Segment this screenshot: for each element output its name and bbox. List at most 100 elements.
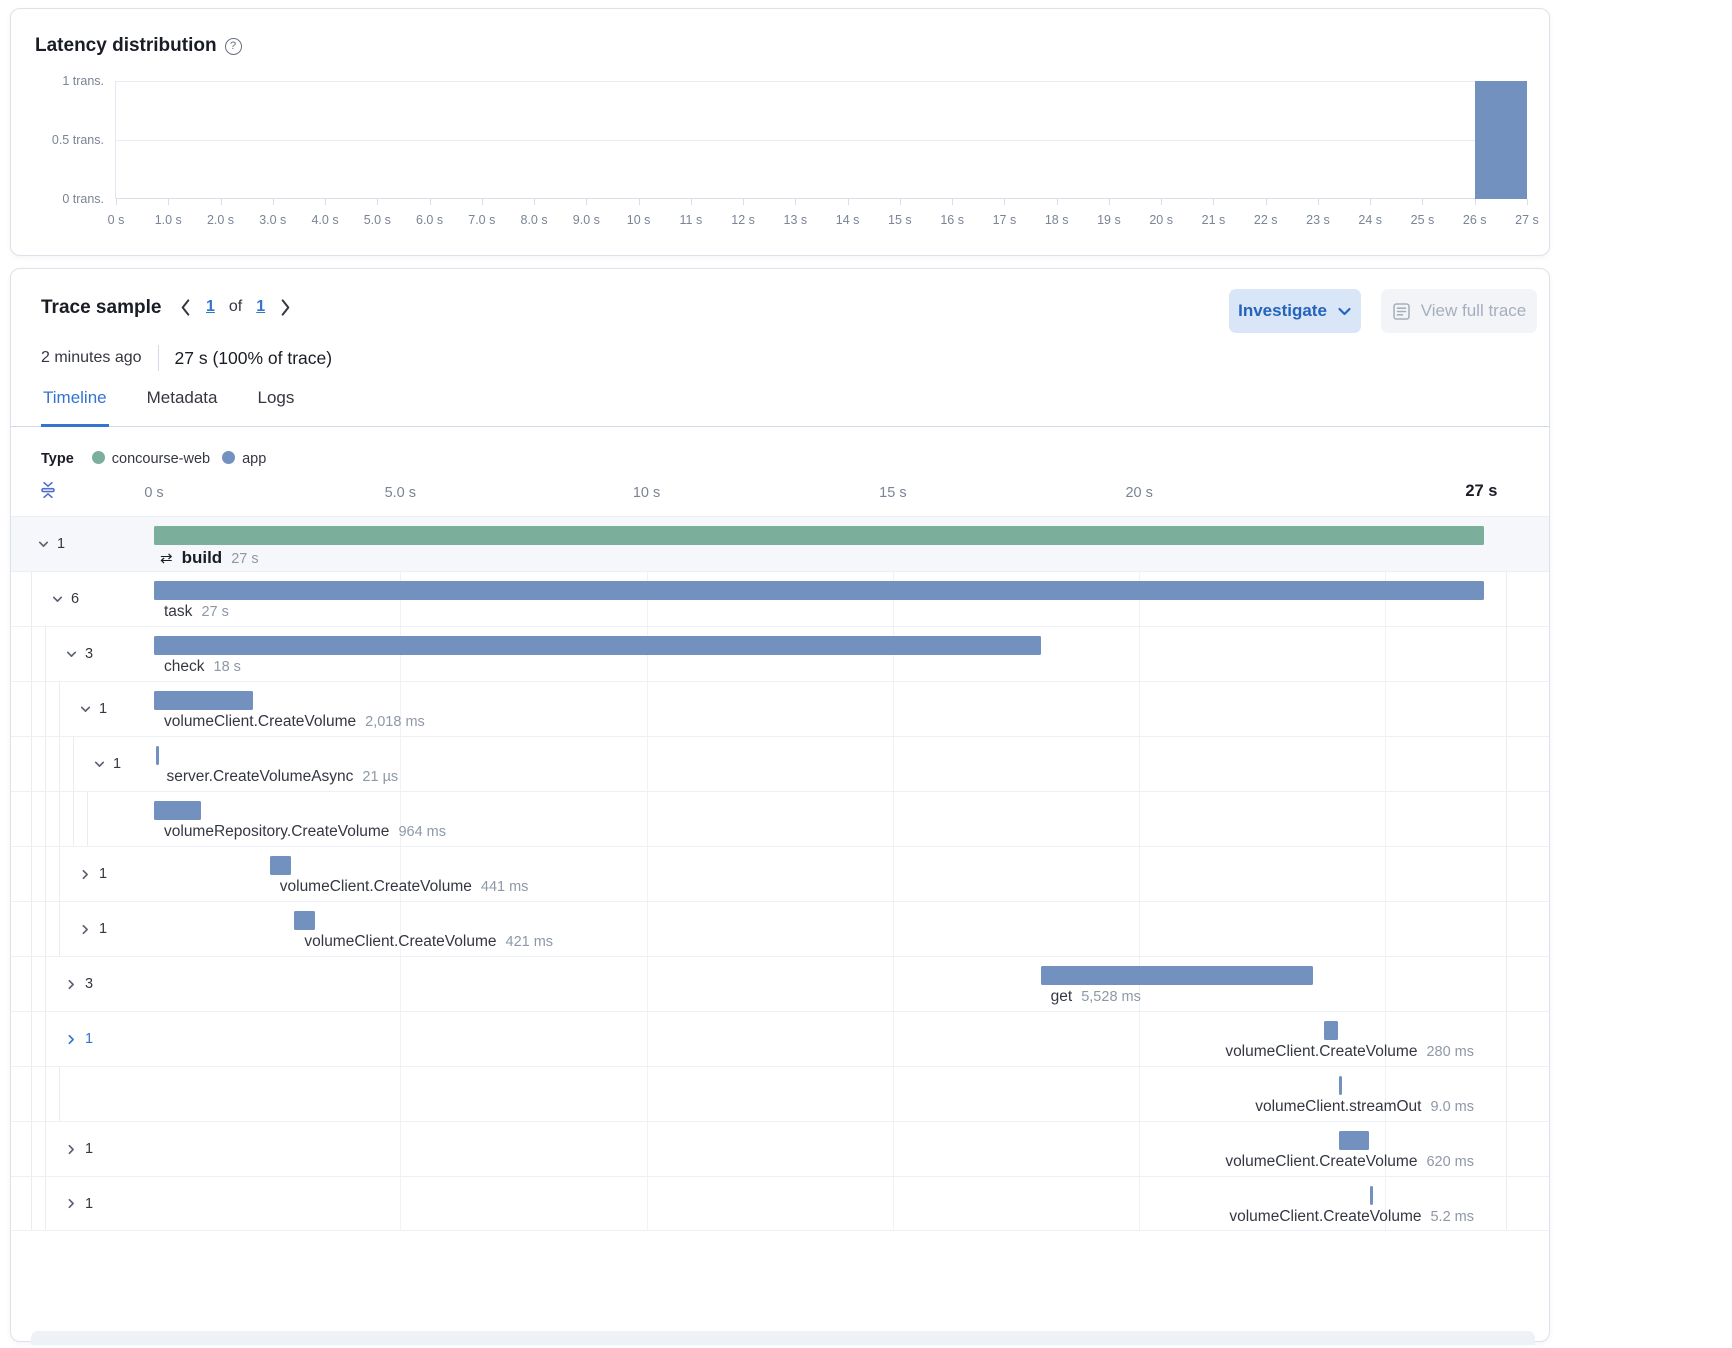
pager-total-page-link[interactable]: 1 — [256, 298, 266, 315]
waterfall-row: 1 volumeClient.CreateVolume 441 ms — [11, 846, 1549, 901]
span-bar[interactable] — [1323, 1021, 1338, 1040]
chevron-right-icon — [65, 1033, 78, 1046]
accordion-toggle-button[interactable]: 1 — [73, 902, 107, 956]
x-axis-tick-label: 2.0 s — [206, 213, 235, 227]
merge-icon: ⇄ — [160, 550, 173, 567]
x-axis-tick-label: 10 s — [626, 213, 651, 227]
timeline-ruler: 0 s 5.0 s 10 s 15 s 20 s 27 s — [11, 479, 1549, 515]
span-duration: 280 ms — [1426, 1044, 1474, 1060]
latency-histogram-bar[interactable] — [1474, 81, 1527, 199]
children-count: 3 — [85, 976, 94, 992]
span-label[interactable]: volumeClient.CreateVolume 2,018 ms — [164, 713, 425, 731]
x-axis-tick — [168, 199, 170, 205]
span-label[interactable]: volumeClient.CreateVolume 5.2 ms — [1229, 1208, 1474, 1226]
span-label[interactable]: volumeClient.CreateVolume 421 ms — [304, 933, 553, 951]
x-axis-tick-label: 21 s — [1201, 213, 1226, 227]
indent-guide — [45, 682, 59, 736]
span-name: volumeClient.streamOut — [1255, 1098, 1422, 1115]
tab-timeline[interactable]: Timeline — [41, 382, 109, 427]
span-bar[interactable] — [154, 526, 1484, 545]
x-axis-tick — [272, 199, 274, 205]
accordion-toggle-button[interactable]: 1 — [87, 737, 121, 791]
trace-sample-title: Trace sample — [41, 297, 162, 318]
span-label[interactable]: get 5,528 ms — [1051, 988, 1141, 1006]
investigate-button[interactable]: Investigate — [1229, 289, 1361, 333]
children-count: 3 — [85, 646, 94, 662]
x-axis-tick — [690, 199, 692, 205]
span-label[interactable]: server.CreateVolumeAsync 21 µs — [166, 768, 398, 786]
chevron-right-icon[interactable] — [279, 298, 292, 316]
waterfall-row: 1 volumeClient.CreateVolume 620 ms — [11, 1121, 1549, 1176]
chevron-right-icon — [65, 1197, 78, 1210]
pager-current-page-link[interactable]: 1 — [206, 298, 215, 315]
ruler-tick-label: 10 s — [632, 485, 661, 501]
span-bar[interactable] — [1040, 966, 1313, 985]
span-bar[interactable] — [1338, 1131, 1370, 1150]
accordion-toggle-button[interactable]: 1 — [59, 1122, 93, 1176]
view-full-trace-button[interactable]: View full trace — [1381, 289, 1537, 333]
accordion-toggle-button[interactable]: 1 — [59, 1012, 93, 1066]
span-label[interactable]: ⇄ build 27 s — [160, 548, 259, 568]
x-axis-tick — [1370, 199, 1372, 205]
accordion-toggle-button[interactable]: 3 — [59, 627, 93, 681]
gridline-1-trans — [116, 81, 1527, 82]
span-label[interactable]: volumeClient.CreateVolume 280 ms — [1225, 1043, 1474, 1061]
span-label[interactable]: volumeRepository.CreateVolume 964 ms — [164, 823, 446, 841]
subheader-divider — [157, 345, 159, 371]
span-duration: 27 s — [201, 604, 229, 620]
span-name: volumeClient.CreateVolume — [304, 933, 497, 950]
indent-guide — [31, 902, 45, 956]
x-axis-tick — [1527, 199, 1528, 205]
waterfall-row: 1 server.CreateVolumeAsync 21 µs — [11, 736, 1549, 791]
indent-guide — [45, 902, 59, 956]
children-count: 1 — [99, 701, 108, 717]
help-icon[interactable]: ? — [224, 38, 242, 55]
row-gutter: 3 — [31, 627, 93, 681]
accordion-toggle-button[interactable]: 1 — [73, 682, 107, 736]
tab-logs[interactable]: Logs — [257, 388, 295, 407]
span-label[interactable]: check 18 s — [164, 658, 241, 676]
indent-guide — [31, 847, 45, 901]
latency-title-text: Latency distribution — [35, 35, 217, 56]
indent-guide — [59, 847, 73, 901]
type-legend: Type concourse-web app — [41, 451, 266, 467]
span-bar[interactable] — [294, 911, 316, 930]
span-bar[interactable] — [154, 636, 1041, 655]
span-label[interactable]: task 27 s — [164, 603, 229, 621]
ruler-tick-label: 15 s — [879, 485, 907, 501]
row-gutter: 1 — [31, 1177, 93, 1230]
span-bar[interactable] — [154, 581, 1484, 600]
span-label[interactable]: volumeClient.CreateVolume 620 ms — [1225, 1153, 1474, 1171]
span-bar[interactable] — [156, 746, 160, 765]
accordion-toggle-button[interactable]: 1 — [59, 1177, 93, 1230]
indent-guide — [45, 1067, 59, 1121]
accordion-toggle-button[interactable]: 1 — [73, 847, 107, 901]
span-bar[interactable] — [1369, 1186, 1373, 1205]
chevron-down-icon — [65, 648, 78, 661]
accordion-toggle-button[interactable]: 3 — [59, 957, 93, 1011]
x-axis-tick — [1474, 199, 1476, 205]
waterfall-gridline — [646, 516, 648, 1231]
span-name: task — [164, 603, 193, 620]
indent-guide — [59, 737, 73, 791]
x-axis-tick-label: 3.0 s — [259, 213, 287, 227]
chevron-right-icon — [79, 868, 92, 881]
span-label[interactable]: volumeClient.CreateVolume 441 ms — [280, 878, 529, 896]
fold-collapse-icon[interactable] — [39, 481, 57, 504]
indent-guide — [31, 1122, 45, 1176]
tab-metadata[interactable]: Metadata — [146, 388, 218, 407]
indent-guide — [87, 792, 101, 846]
span-name: build — [181, 548, 223, 567]
accordion-toggle-button[interactable]: 1 — [31, 517, 65, 571]
span-bar[interactable] — [154, 801, 202, 820]
indent-guide — [31, 1012, 45, 1066]
accordion-toggle-button[interactable]: 6 — [45, 572, 79, 626]
span-name: volumeClient.CreateVolume — [279, 878, 472, 895]
span-bar[interactable] — [154, 691, 254, 710]
span-bar[interactable] — [269, 856, 292, 875]
span-label[interactable]: volumeClient.streamOut 9.0 ms — [1255, 1098, 1474, 1116]
x-axis-tick — [638, 199, 640, 205]
span-bar[interactable] — [1338, 1076, 1342, 1095]
x-axis-tick — [1213, 199, 1215, 205]
chevron-left-icon[interactable] — [179, 298, 192, 316]
